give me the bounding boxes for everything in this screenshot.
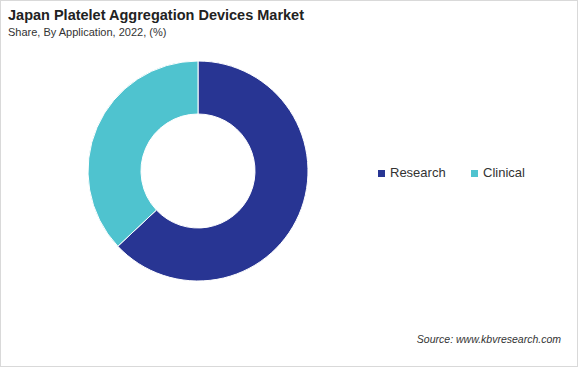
legend-marker [378, 170, 385, 177]
title: Japan Platelet Aggregation Devices Marke… [8, 7, 304, 23]
subtitle: Share, By Application, 2022, (%) [8, 26, 166, 38]
slice [88, 61, 198, 246]
legend: Research Clinical [378, 165, 525, 180]
slices [88, 61, 308, 281]
legend-marker [471, 170, 478, 177]
chart-frame: {"chart_data": {"type": "donut", "title"… [0, 0, 578, 367]
legend-label: Research [390, 165, 446, 180]
legend-label: Clinical [483, 165, 525, 180]
source: Source: www.kbvresearch.com [417, 333, 561, 345]
chart: Japan Platelet Aggregation Devices Marke… [1, 1, 577, 366]
